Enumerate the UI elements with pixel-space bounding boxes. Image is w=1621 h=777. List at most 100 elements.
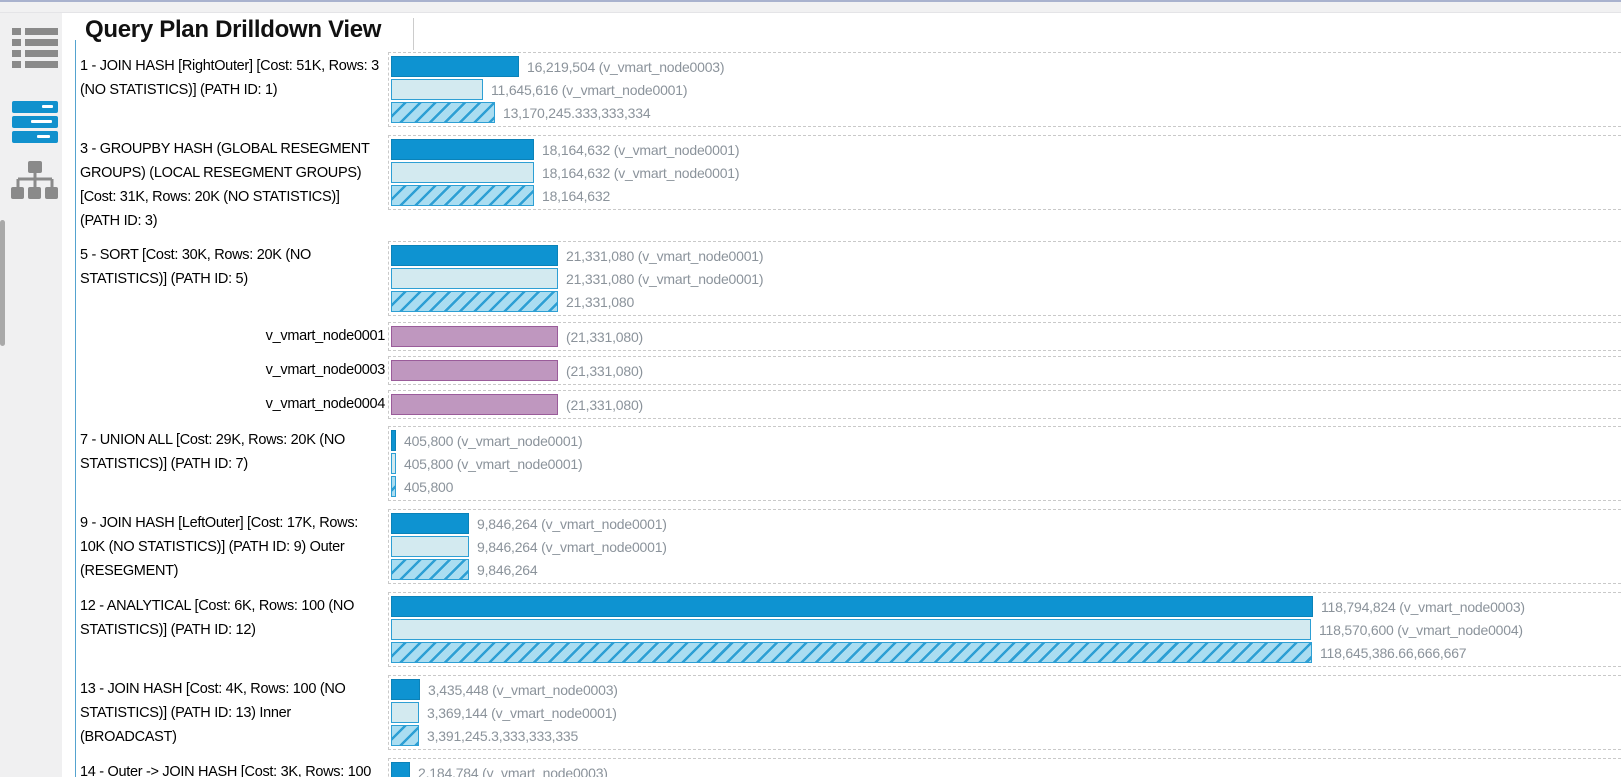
plan-step-row: 14 - Outer -> JOIN HASH [Cost: 3K, Rows:… <box>78 758 1621 777</box>
bar-value-label: 13,170,245.333,333,334 <box>503 104 651 121</box>
plan-step-row: 13 - JOIN HASH [Cost: 4K, Rows: 100 (NO … <box>78 675 1621 750</box>
solid-metric-bar[interactable] <box>391 56 519 77</box>
bar-line: 13,170,245.333,333,334 <box>391 101 1621 124</box>
plan-step-label: 3 - GROUPBY HASH (GLOBAL RESEGMENT GROUP… <box>80 141 370 229</box>
solid-metric-bar[interactable] <box>391 679 420 700</box>
plan-step-label: 9 - JOIN HASH [LeftOuter] [Cost: 17K, Ro… <box>80 515 358 579</box>
solid-metric-bar[interactable] <box>391 430 396 451</box>
bar-value-label: 405,800 (v_vmart_node0001) <box>404 432 583 449</box>
pale-metric-bar[interactable] <box>391 268 558 289</box>
bars-box: 3,435,448 (v_vmart_node0003) 3,369,144 (v… <box>388 675 1621 750</box>
bar-line: 118,794,824 (v_vmart_node0003) <box>391 595 1621 618</box>
list-view-icon[interactable] <box>12 28 58 68</box>
bar-value-label: 3,435,448 (v_vmart_node0003) <box>428 681 618 698</box>
pale-metric-bar[interactable] <box>391 619 1311 640</box>
solid-metric-bar[interactable] <box>391 513 469 534</box>
plan-step-row: 3 - GROUPBY HASH (GLOBAL RESEGMENT GROUP… <box>78 135 1621 233</box>
bar-value-label: (21,331,080) <box>566 328 643 345</box>
hatched-metric-bar[interactable] <box>391 291 558 312</box>
bar-line: 18,164,632 (v_vmart_node0001) <box>391 138 1621 161</box>
bar-line: 405,800 <box>391 475 1621 498</box>
bar-line: 405,800 (v_vmart_node0001) <box>391 452 1621 475</box>
bar-line: 16,219,504 (v_vmart_node0003) <box>391 55 1621 78</box>
hatched-metric-bar[interactable] <box>391 725 419 746</box>
bar-line: 11,645,616 (v_vmart_node0001) <box>391 78 1621 101</box>
sidebar-scrollbar[interactable] <box>0 220 5 346</box>
solid-metric-bar[interactable] <box>391 596 1313 617</box>
plan-step-label: 7 - UNION ALL [Cost: 29K, Rows: 20K (NO … <box>80 432 345 472</box>
solid-metric-bar[interactable] <box>391 762 410 777</box>
pale-metric-bar[interactable] <box>391 453 396 474</box>
plan-step-label: 13 - JOIN HASH [Cost: 4K, Rows: 100 (NO … <box>80 681 346 745</box>
bar-value-label: (21,331,080) <box>566 362 643 379</box>
bar-value-label: 18,164,632 <box>542 187 611 204</box>
bar-line: 21,331,080 (v_vmart_node0001) <box>391 244 1621 267</box>
bar-line: 9,846,264 (v_vmart_node0001) <box>391 512 1621 535</box>
hatched-metric-bar[interactable] <box>391 185 534 206</box>
plan-tree-icon[interactable] <box>10 161 60 208</box>
plan-step-label: 1 - JOIN HASH [RightOuter] [Cost: 51K, R… <box>80 58 379 98</box>
sidebar-content-divider <box>75 40 76 777</box>
bar-line: 2,184,784 (v_vmart_node0003) <box>391 761 1621 777</box>
bar-value-label: 16,219,504 (v_vmart_node0003) <box>527 58 725 75</box>
bars-box: (21,331,080) <box>388 322 1621 351</box>
title-separator <box>413 18 414 50</box>
hatched-metric-bar[interactable] <box>391 559 469 580</box>
bars-box: 2,184,784 (v_vmart_node0003) <box>388 758 1621 777</box>
bar-value-label: 21,331,080 <box>566 293 635 310</box>
bar-value-label: 405,800 (v_vmart_node0001) <box>404 455 583 472</box>
bar-value-label: 3,391,245.3,333,333,335 <box>427 727 579 744</box>
bar-value-label: 405,800 <box>404 478 454 495</box>
plan-step-label: 14 - Outer -> JOIN HASH [Cost: 3K, Rows:… <box>80 764 372 777</box>
bars-box: 21,331,080 (v_vmart_node0001) 21,331,080 … <box>388 241 1621 316</box>
hatched-metric-bar[interactable] <box>391 476 396 497</box>
bar-line: 3,391,245.3,333,333,335 <box>391 724 1621 747</box>
bars-box: 118,794,824 (v_vmart_node0003) 118,570,60… <box>388 592 1621 667</box>
bar-line: 118,645,386.66,666,667 <box>391 641 1621 664</box>
bar-value-label: 9,846,264 (v_vmart_node0001) <box>477 538 667 555</box>
bar-line: 21,331,080 (v_vmart_node0001) <box>391 267 1621 290</box>
solid-metric-bar[interactable] <box>391 139 534 160</box>
pale-metric-bar[interactable] <box>391 702 419 723</box>
bars-box: (21,331,080) <box>388 390 1621 419</box>
hatched-metric-bar[interactable] <box>391 102 495 123</box>
bar-value-label: 118,794,824 (v_vmart_node0003) <box>1321 598 1525 615</box>
hatched-metric-bar[interactable] <box>391 642 1312 663</box>
pale-metric-bar[interactable] <box>391 79 483 100</box>
node-row: v_vmart_node0003 (21,331,080) <box>78 356 1621 385</box>
bar-line: (21,331,080) <box>391 359 1621 382</box>
plan-step-row: 12 - ANALYTICAL [Cost: 6K, Rows: 100 (NO… <box>78 592 1621 667</box>
bar-line: 21,331,080 <box>391 290 1621 313</box>
bar-value-label: 118,645,386.66,666,667 <box>1320 644 1467 661</box>
page-title: Query Plan Drilldown View <box>85 16 382 43</box>
solid-metric-bar[interactable] <box>391 245 558 266</box>
bar-line: 3,435,448 (v_vmart_node0003) <box>391 678 1621 701</box>
bar-line: 18,164,632 (v_vmart_node0001) <box>391 161 1621 184</box>
node-row: v_vmart_node0001 (21,331,080) <box>78 322 1621 351</box>
bar-value-label: 3,369,144 (v_vmart_node0001) <box>427 704 617 721</box>
bar-line: 118,570,600 (v_vmart_node0004) <box>391 618 1621 641</box>
bar-value-label: (21,331,080) <box>566 396 643 413</box>
bar-line: 9,846,264 <box>391 558 1621 581</box>
bar-value-label: 11,645,616 (v_vmart_node0001) <box>491 81 688 98</box>
purple-metric-bar[interactable] <box>391 394 558 415</box>
bars-box: 18,164,632 (v_vmart_node0001) 18,164,632 … <box>388 135 1621 210</box>
purple-metric-bar[interactable] <box>391 360 558 381</box>
purple-metric-bar[interactable] <box>391 326 558 347</box>
bar-value-label: 18,164,632 (v_vmart_node0001) <box>542 164 740 181</box>
bars-box: 9,846,264 (v_vmart_node0001) 9,846,264 (v… <box>388 509 1621 584</box>
drilldown-view-icon[interactable] <box>12 101 58 143</box>
bar-line: (21,331,080) <box>391 325 1621 348</box>
plan-step-label: 5 - SORT [Cost: 30K, Rows: 20K (NO STATI… <box>80 247 312 287</box>
bar-line: 3,369,144 (v_vmart_node0001) <box>391 701 1621 724</box>
bar-value-label: 2,184,784 (v_vmart_node0003) <box>418 764 608 777</box>
pale-metric-bar[interactable] <box>391 536 469 557</box>
node-name-label: v_vmart_node0004 <box>265 396 386 412</box>
bars-box: 405,800 (v_vmart_node0001) 405,800 (v_vma… <box>388 426 1621 501</box>
window-top-strip <box>0 0 1621 13</box>
plan-step-row: 5 - SORT [Cost: 30K, Rows: 20K (NO STATI… <box>78 241 1621 316</box>
pale-metric-bar[interactable] <box>391 162 534 183</box>
bar-line: 9,846,264 (v_vmart_node0001) <box>391 535 1621 558</box>
bar-value-label: 18,164,632 (v_vmart_node0001) <box>542 141 740 158</box>
bar-value-label: 21,331,080 (v_vmart_node0001) <box>566 270 764 287</box>
